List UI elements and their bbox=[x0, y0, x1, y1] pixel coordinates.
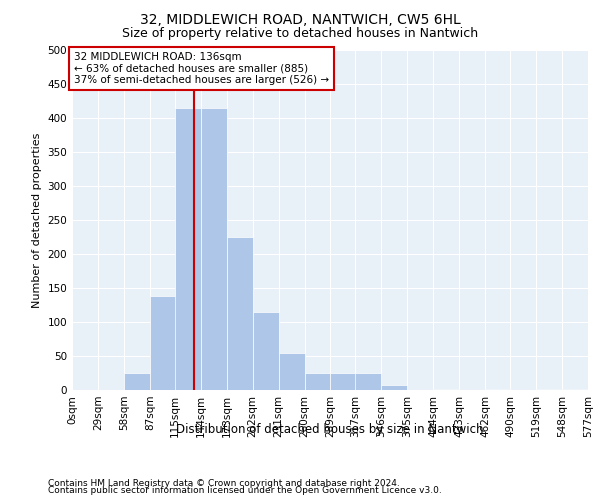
Text: Contains public sector information licensed under the Open Government Licence v3: Contains public sector information licen… bbox=[48, 486, 442, 495]
Bar bbox=[253, 312, 278, 390]
Text: Contains HM Land Registry data © Crown copyright and database right 2024.: Contains HM Land Registry data © Crown c… bbox=[48, 478, 400, 488]
Text: 32 MIDDLEWICH ROAD: 136sqm
← 63% of detached houses are smaller (885)
37% of sem: 32 MIDDLEWICH ROAD: 136sqm ← 63% of deta… bbox=[74, 52, 329, 85]
Bar bbox=[355, 373, 382, 390]
Bar bbox=[536, 388, 562, 390]
Bar bbox=[227, 237, 253, 390]
Y-axis label: Number of detached properties: Number of detached properties bbox=[32, 132, 42, 308]
Bar bbox=[278, 352, 305, 390]
Bar bbox=[175, 108, 201, 390]
Bar bbox=[485, 388, 511, 390]
Text: Distribution of detached houses by size in Nantwich: Distribution of detached houses by size … bbox=[176, 422, 484, 436]
Bar bbox=[562, 388, 588, 390]
Text: Size of property relative to detached houses in Nantwich: Size of property relative to detached ho… bbox=[122, 28, 478, 40]
Bar bbox=[201, 108, 227, 390]
Text: 32, MIDDLEWICH ROAD, NANTWICH, CW5 6HL: 32, MIDDLEWICH ROAD, NANTWICH, CW5 6HL bbox=[140, 12, 460, 26]
Bar bbox=[433, 388, 459, 390]
Bar bbox=[305, 373, 331, 390]
Bar bbox=[150, 296, 176, 390]
Bar bbox=[331, 373, 356, 390]
Bar bbox=[382, 384, 407, 390]
Bar bbox=[124, 373, 150, 390]
